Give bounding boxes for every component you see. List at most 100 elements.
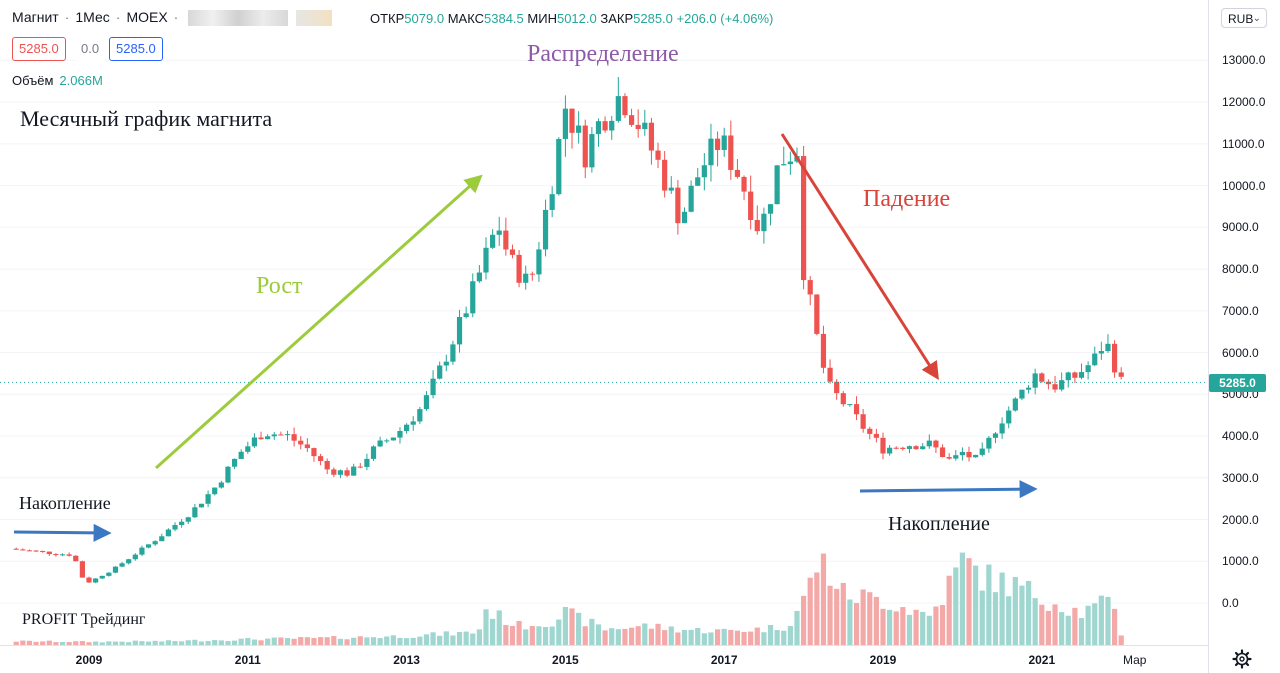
candle (397, 431, 403, 438)
volume-bar (112, 641, 119, 645)
buy-price-button[interactable]: 5285.0 (109, 37, 163, 61)
volume-bar (66, 642, 72, 645)
candle (1006, 410, 1012, 424)
candle (73, 555, 79, 562)
volume-bar (119, 641, 125, 645)
volume-bar (973, 565, 979, 645)
fall-label: Падение (863, 186, 951, 212)
growth-arrow (154, 174, 483, 470)
volume-bar (926, 615, 932, 645)
y-tick-label: 10000.0 (1222, 178, 1266, 193)
candle (549, 194, 555, 210)
symbol-name[interactable]: Магнит (12, 9, 59, 25)
candle (384, 440, 390, 442)
candle (1098, 351, 1104, 354)
x-tick-label: 2019 (869, 653, 897, 667)
volume-bar (165, 640, 171, 645)
candle (933, 440, 939, 448)
volume-bar (53, 642, 59, 645)
candle (913, 446, 919, 450)
candle (1052, 384, 1058, 390)
open-value: 5079.0 (404, 11, 445, 26)
close-value: 5285.0 (633, 11, 673, 26)
price-axis-panel[interactable] (1208, 0, 1280, 673)
gear-icon[interactable] (1232, 649, 1252, 669)
candle (939, 447, 946, 458)
volume-bar (225, 641, 231, 645)
candle (834, 381, 840, 394)
volume-bar (589, 618, 595, 645)
candle (853, 404, 860, 415)
candle (582, 125, 588, 168)
y-tick-label: 4000.0 (1222, 429, 1259, 444)
volume-bar (304, 637, 310, 645)
currency-selector[interactable]: RUB ⌄ (1221, 8, 1267, 28)
volume-bar (46, 640, 52, 645)
candle (847, 404, 853, 406)
candle (86, 577, 92, 583)
volume-bar (126, 642, 132, 645)
candle (192, 507, 198, 518)
volume-bar (13, 641, 19, 645)
candlestick-chart[interactable] (0, 0, 1208, 645)
candle (430, 378, 436, 396)
volume-bar (847, 599, 853, 645)
volume-bar (490, 618, 496, 645)
candle (278, 434, 284, 436)
candle (364, 458, 370, 467)
x-tick-label: 2013 (393, 653, 420, 667)
candle (648, 122, 655, 151)
interval-label[interactable]: 1Мес (75, 9, 110, 25)
candle (761, 213, 767, 232)
candle (992, 433, 999, 438)
candle (20, 549, 26, 551)
candle (298, 440, 304, 445)
chevron-down-icon: ⌄ (1252, 13, 1261, 24)
volume-bar (986, 564, 992, 645)
candle (503, 230, 509, 250)
candle (337, 470, 344, 475)
y-tick-label: 8000.0 (1222, 262, 1259, 277)
accumulation-arrow-right (859, 480, 1038, 499)
y-tick-label: 9000.0 (1222, 220, 1259, 235)
candle (165, 529, 171, 537)
candle (542, 209, 549, 250)
volume-bar (708, 632, 714, 645)
volume-bar (390, 635, 396, 645)
candle (377, 440, 383, 447)
candle (132, 554, 138, 560)
candle (225, 466, 231, 483)
accumulation-label-left: Накопление (19, 493, 111, 513)
candle (827, 367, 833, 382)
candle (767, 204, 774, 214)
candle (437, 365, 443, 379)
symbol-header[interactable]: Магнит · 1Мес · MOEX · (12, 9, 333, 27)
sell-price-button[interactable]: 5285.0 (12, 37, 66, 61)
volume-bar (509, 625, 516, 645)
candle (33, 550, 39, 552)
volume-bar (317, 637, 324, 645)
volume-bar (900, 607, 906, 645)
candle (59, 554, 66, 556)
candle (926, 440, 932, 447)
volume-bar (774, 630, 780, 645)
volume-bar (695, 627, 701, 645)
candle (351, 466, 357, 476)
volume-legend[interactable]: Объём 2.066M (12, 73, 103, 88)
candle (496, 230, 502, 235)
candle (523, 273, 529, 283)
volume-bar (384, 636, 390, 645)
volume-bar (688, 629, 694, 645)
volume-bar (1098, 595, 1104, 645)
candle (245, 446, 251, 452)
candle (628, 115, 635, 125)
volume-bar (26, 640, 33, 645)
candle (741, 176, 747, 192)
candle (324, 460, 330, 470)
exchange-label: MOEX (126, 9, 168, 25)
candle (231, 458, 238, 467)
volume-bar (172, 641, 178, 645)
volume-bar (205, 641, 211, 645)
volume-bar (470, 633, 476, 645)
candle (721, 135, 727, 150)
